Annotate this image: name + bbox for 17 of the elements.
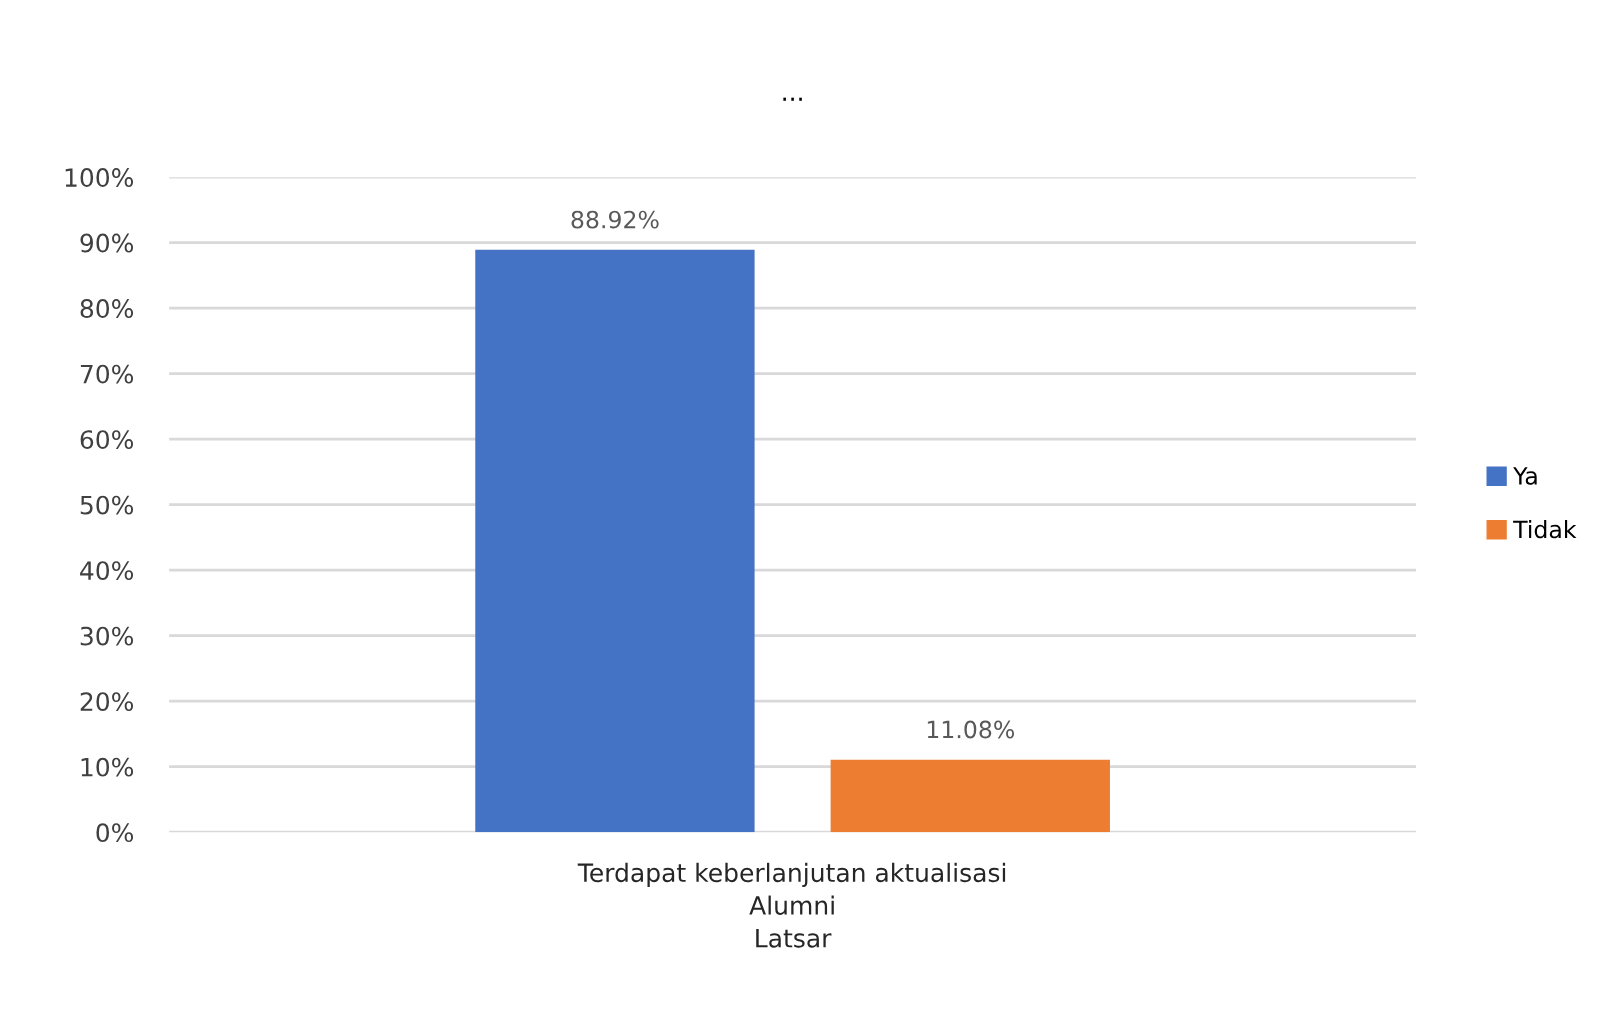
y-tick-label: 100% bbox=[65, 168, 134, 188]
x-tick-label: Terdapat keberlanjutan aktualisasi Alumni Latsar bbox=[577, 862, 1006, 948]
legend-label: Tidak bbox=[1513, 520, 1577, 539]
y-tick-label: 30% bbox=[80, 626, 134, 646]
y-tick-label: 60% bbox=[80, 430, 134, 450]
y-tick-label: 70% bbox=[80, 364, 134, 384]
y-tick-label: 90% bbox=[80, 233, 134, 253]
y-tick-label: 80% bbox=[80, 299, 134, 319]
y-tick-label: 20% bbox=[80, 692, 134, 712]
data-label: 11.08% bbox=[927, 720, 1015, 739]
data-label: 88.92% bbox=[571, 210, 659, 229]
legend-label: Ya bbox=[1513, 467, 1537, 485]
chart-title: ... bbox=[783, 97, 802, 101]
y-tick-label: 0% bbox=[96, 823, 134, 843]
y-tick-label: 10% bbox=[81, 757, 134, 777]
y-tick-label: 50% bbox=[80, 495, 134, 515]
y-tick-label: 40% bbox=[80, 561, 134, 581]
